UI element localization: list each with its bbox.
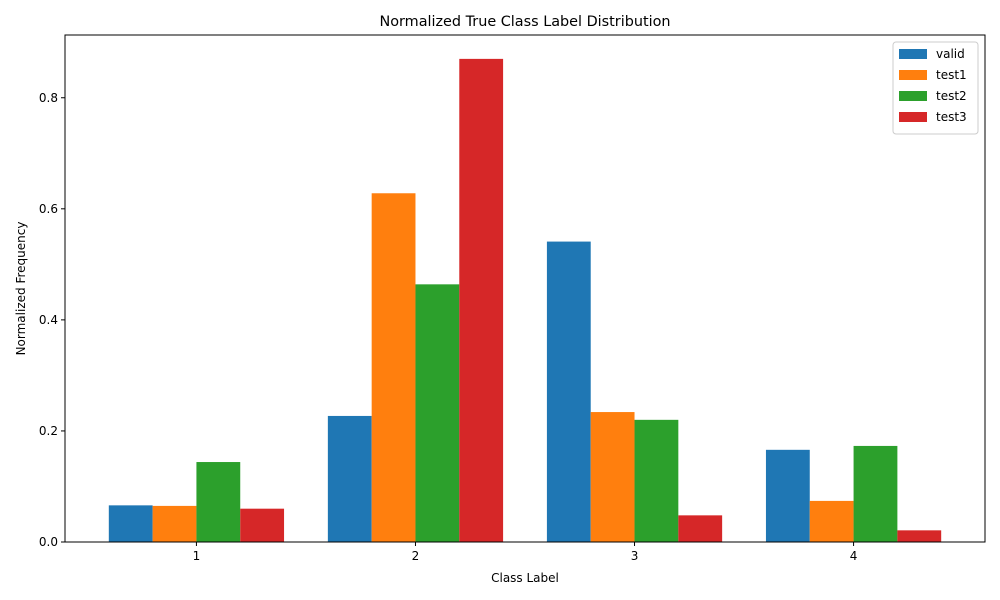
bar-test1-class-3	[590, 412, 635, 542]
bar-test1-class-2	[371, 193, 416, 542]
bar-test3-class-2	[459, 58, 504, 543]
y-tick-label: 0.8	[39, 91, 58, 105]
plot-frame	[64, 34, 986, 543]
bar-test1-class-1	[152, 505, 197, 542]
bar-test2-class-3	[634, 419, 679, 542]
bar-valid-class-3	[546, 241, 591, 543]
x-tick-label: 2	[412, 549, 420, 563]
bar-test3-class-4	[897, 530, 942, 542]
legend-swatch-test1	[899, 70, 927, 80]
legend-swatch-test2	[899, 91, 927, 101]
x-axis-label: Class Label	[491, 571, 559, 585]
legend: valid test1 test2 test3	[892, 41, 979, 135]
x-tick-label: 3	[631, 549, 639, 563]
bar-valid-class-4	[765, 449, 810, 542]
bar-test2-class-4	[853, 445, 898, 542]
legend-label-test2: test2	[936, 89, 967, 103]
bar-test1-class-4	[809, 500, 854, 542]
legend-label-test3: test3	[936, 110, 967, 124]
bar-test2-class-1	[196, 462, 241, 542]
y-tick-label: 0.6	[39, 202, 58, 216]
bars-group	[108, 58, 942, 543]
y-tick-label: 0.0	[39, 535, 58, 549]
x-tick-label: 4	[850, 549, 858, 563]
bar-valid-class-2	[327, 415, 372, 542]
y-tick-label: 0.4	[39, 313, 58, 327]
legend-label-test1: test1	[936, 68, 967, 82]
y-axis: 0.0 0.2 0.4 0.6 0.8	[39, 91, 65, 549]
bar-test3-class-3	[678, 515, 723, 542]
bar-valid-class-1	[108, 505, 153, 542]
bar-test3-class-1	[240, 508, 285, 542]
x-axis: 1 2 3 4	[193, 542, 858, 563]
y-axis-label: Normalized Frequency	[14, 222, 28, 356]
bar-test2-class-2	[415, 284, 460, 542]
legend-label-valid: valid	[936, 47, 965, 61]
legend-frame	[892, 41, 979, 135]
legend-swatch-valid	[899, 49, 927, 59]
chart-title: Normalized True Class Label Distribution	[379, 14, 670, 30]
y-tick-label: 0.2	[39, 424, 58, 438]
legend-swatch-test3	[899, 112, 927, 122]
x-tick-label: 1	[193, 549, 201, 563]
